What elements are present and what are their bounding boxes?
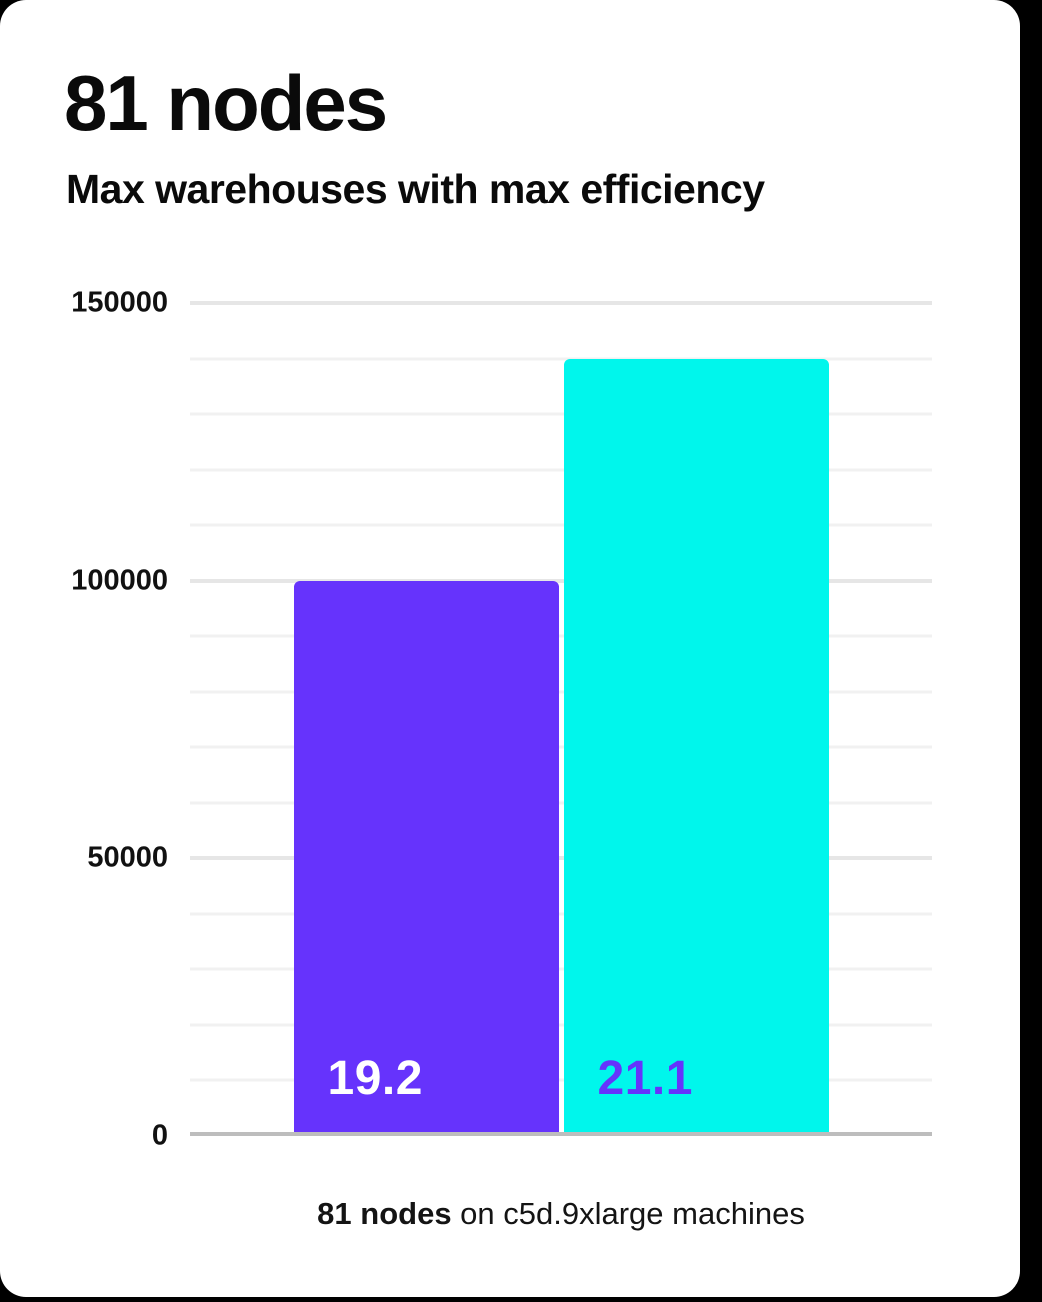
y-axis-tick-label: 150000 xyxy=(71,286,168,319)
gridline-minor xyxy=(190,745,932,749)
gridline-major xyxy=(190,578,932,583)
plot-area: 19.2 21.1 xyxy=(190,301,932,1136)
gridline-minor xyxy=(190,690,932,694)
x-axis-baseline xyxy=(190,1132,932,1136)
y-axis-tick-label: 50000 xyxy=(87,841,168,874)
gridline-major xyxy=(190,301,932,305)
gridline-minor xyxy=(190,801,932,805)
page-title: 81 nodes xyxy=(64,59,388,147)
bar-21.1: 21.1 xyxy=(563,358,829,1132)
y-axis-tick-label: 100000 xyxy=(71,564,168,597)
gridline-minor xyxy=(190,634,932,638)
gridline-minor xyxy=(190,1078,932,1082)
caption-bold-text: 81 nodes xyxy=(317,1196,452,1231)
gridline-minor xyxy=(190,412,932,416)
caption-regular-text: on c5d.9xlarge machines xyxy=(451,1196,805,1231)
gridline-minor xyxy=(190,468,932,472)
y-axis-tick-label: 0 xyxy=(151,1119,168,1152)
bar-19.2: 19.2 xyxy=(293,580,559,1132)
bar-value-label: 21.1 xyxy=(597,1052,693,1105)
chart-card: 81 nodes Max warehouses with max efficie… xyxy=(0,0,1020,1297)
gridline-minor xyxy=(190,967,932,971)
gridline-minor xyxy=(190,1023,932,1027)
chart-caption: 81 nodes on c5d.9xlarge machines xyxy=(190,1196,932,1232)
gridline-major xyxy=(190,856,932,861)
gridline-minor xyxy=(190,357,932,361)
gridline-minor xyxy=(190,523,932,527)
bar-value-label: 19.2 xyxy=(327,1052,423,1105)
gridline-minor xyxy=(190,912,932,916)
page-subtitle: Max warehouses with max efficiency xyxy=(66,166,765,212)
